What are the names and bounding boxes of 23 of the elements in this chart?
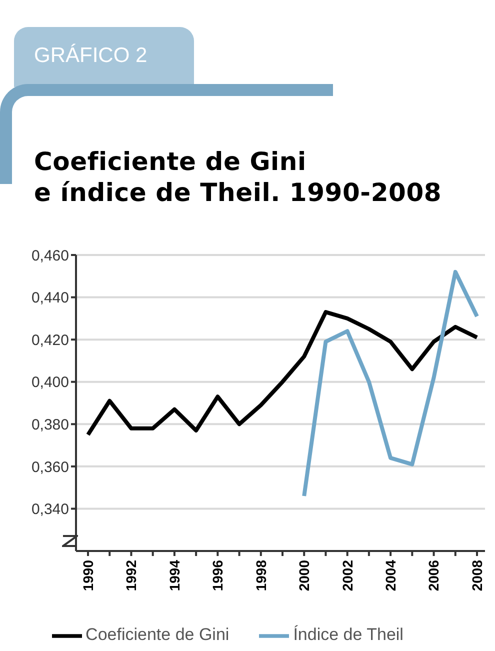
y-tick-label: 0,340 <box>31 501 69 518</box>
x-tick-label: 2004 <box>382 560 398 592</box>
line-series <box>302 270 479 498</box>
line-series <box>86 310 479 437</box>
x-tick-label: 1998 <box>252 560 269 592</box>
legend-label: Índice de Theil <box>293 625 404 644</box>
x-tick-label: 1990 <box>80 560 96 592</box>
y-tick-label: 0,380 <box>31 416 69 434</box>
chart-title: Coeficiente de Gini e índice de Theil. 1990-2008 <box>34 146 442 208</box>
x-tick-label: 1992 <box>123 560 140 592</box>
x-tick-label: 2006 <box>426 560 442 592</box>
y-tick-label: 0,440 <box>31 290 69 307</box>
x-tick-label: 2008 <box>468 560 485 592</box>
x-tick-label: 1996 <box>210 560 226 592</box>
y-tick-label: 0,360 <box>31 458 69 476</box>
text: GRÁFICO 2 <box>34 44 148 68</box>
legend-label: Coeficiente de Gini <box>86 625 230 644</box>
x-tick-label: 1994 <box>166 560 182 592</box>
y-tick-label: 0,400 <box>31 374 69 392</box>
x-tick-label: 2002 <box>339 560 356 592</box>
y-tick-label: 0,460 <box>31 247 69 264</box>
x-tick-label: 2000 <box>296 560 312 592</box>
y-tick-label: 0,420 <box>31 332 69 349</box>
